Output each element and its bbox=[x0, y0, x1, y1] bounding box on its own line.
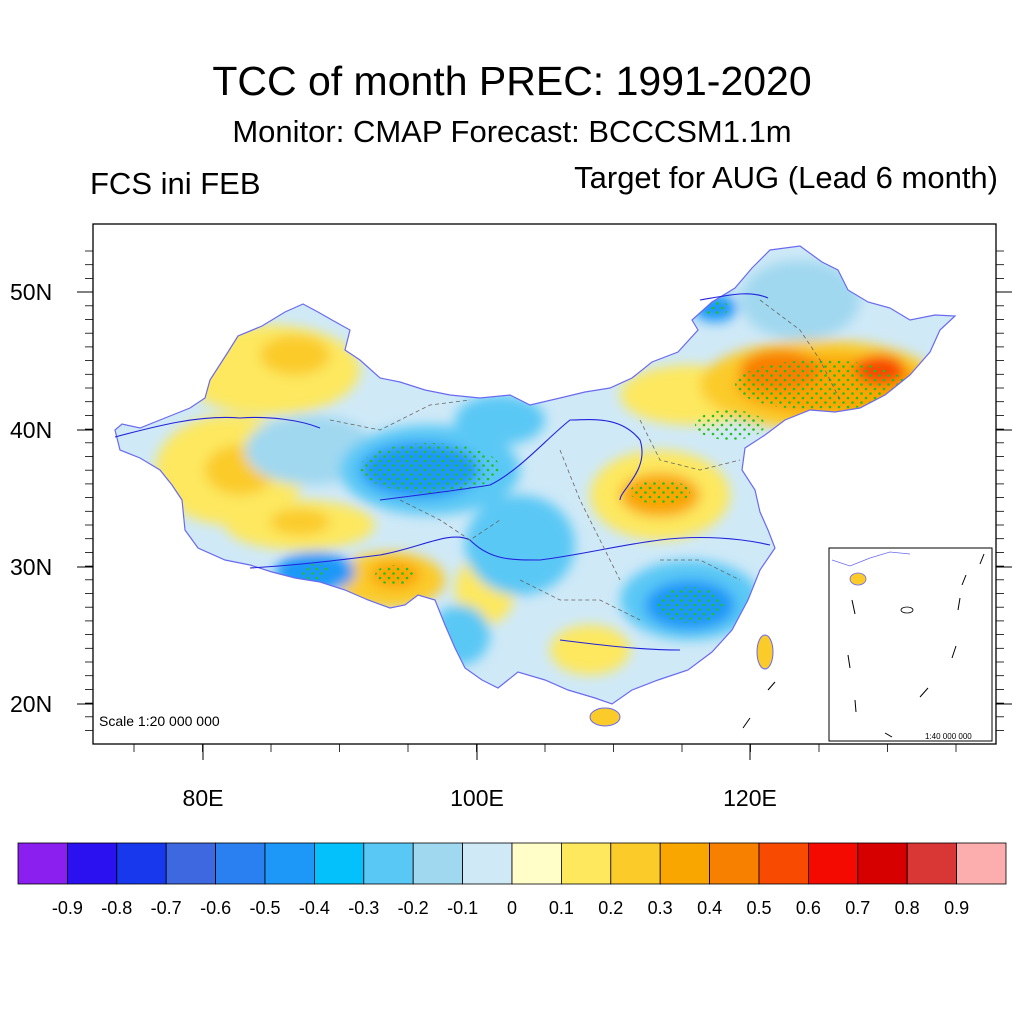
lon-label: 80E bbox=[183, 785, 224, 811]
colorbar-swatch bbox=[215, 842, 266, 885]
inset-scale-label: 1:40 000 000 bbox=[925, 732, 972, 741]
colorbar-swatch bbox=[462, 842, 513, 885]
map-axes: 50N 40N 30N 20N 80E 100E 120E bbox=[10, 250, 1012, 811]
colorbar-swatch bbox=[857, 842, 908, 885]
inset-island-group bbox=[900, 606, 914, 614]
page-title: TCC of month PREC: 1991-2020 bbox=[212, 58, 812, 104]
lon-label: 120E bbox=[723, 785, 777, 811]
colorbar-swatch bbox=[659, 842, 711, 885]
colorbar-label: -0.8 bbox=[101, 898, 132, 918]
colorbar-swatch bbox=[906, 842, 958, 885]
inset-coast bbox=[831, 551, 911, 567]
rivers bbox=[114, 293, 771, 651]
nine-dash-line bbox=[847, 553, 985, 738]
taiwan-island bbox=[756, 634, 774, 670]
colorbar-label: -0.1 bbox=[447, 898, 478, 918]
colorbar-label: 0 bbox=[507, 898, 517, 918]
colorbar-swatch bbox=[808, 842, 859, 885]
colorbar-label: -0.5 bbox=[249, 898, 280, 918]
colorbar-swatch bbox=[412, 842, 464, 885]
colorbar-swatch bbox=[17, 842, 68, 885]
main-map-dashes bbox=[742, 681, 776, 729]
colorbar-label: -0.2 bbox=[398, 898, 429, 918]
colorbar-label: 0.3 bbox=[648, 898, 673, 918]
subtitle: Monitor: CMAP Forecast: BCCCSM1.1m bbox=[232, 114, 792, 149]
colorbar-label: 0.8 bbox=[895, 898, 920, 918]
colorbar-swatch bbox=[116, 842, 167, 885]
lat-label: 40N bbox=[10, 417, 52, 443]
lat-label: 30N bbox=[10, 554, 52, 580]
target-label: Target for AUG (Lead 6 month) bbox=[574, 160, 998, 195]
colorbar-label: 0.9 bbox=[944, 898, 969, 918]
colorbar-label: 0.5 bbox=[746, 898, 771, 918]
colorbar-label: 0.6 bbox=[796, 898, 821, 918]
significance-stipple bbox=[301, 300, 905, 623]
colorbar-swatch bbox=[363, 842, 414, 885]
scale-label: Scale 1:20 000 000 bbox=[99, 713, 220, 729]
inset-hainan bbox=[849, 572, 867, 586]
colorbar-label: -0.3 bbox=[348, 898, 379, 918]
colorbar-label: -0.7 bbox=[151, 898, 182, 918]
colorbar-label: 0.4 bbox=[697, 898, 722, 918]
colorbar: -0.9 -0.8 -0.7 -0.6 -0.5 -0.4 -0.3 -0.2 -0.1 0 0.1… bbox=[17, 842, 1007, 918]
lat-label: 50N bbox=[10, 279, 52, 305]
colorbar-swatch bbox=[758, 842, 809, 885]
colorbar-swatch bbox=[67, 842, 118, 885]
hainan-island bbox=[589, 707, 621, 727]
colorbar-swatch bbox=[313, 842, 365, 885]
colorbar-swatch bbox=[511, 842, 562, 885]
colorbar-label: -0.4 bbox=[299, 898, 330, 918]
colorbar-label: 0.1 bbox=[549, 898, 574, 918]
lat-label: 20N bbox=[10, 691, 52, 717]
colorbar-label: -0.9 bbox=[52, 898, 83, 918]
province-borders bbox=[329, 299, 841, 621]
init-month-label: FCS ini FEB bbox=[90, 166, 261, 201]
colorbar-swatch bbox=[610, 842, 661, 885]
lon-label: 100E bbox=[450, 785, 504, 811]
colorbar-swatch bbox=[561, 842, 612, 885]
colorbar-label: 0.7 bbox=[845, 898, 870, 918]
colorbar-swatch bbox=[264, 842, 315, 885]
colorbar-swatch bbox=[956, 842, 1007, 885]
colorbar-swatch bbox=[709, 842, 760, 885]
colorbar-swatch bbox=[165, 842, 216, 885]
colorbar-label: 0.2 bbox=[598, 898, 623, 918]
colorbar-label: -0.6 bbox=[200, 898, 231, 918]
